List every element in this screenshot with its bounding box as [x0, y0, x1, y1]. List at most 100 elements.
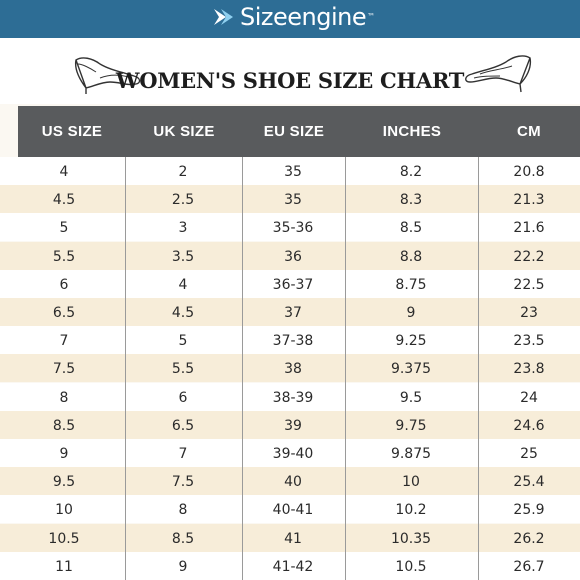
cell-inches: 10.35 [390, 530, 432, 547]
cell-cm: 22.2 [513, 248, 545, 265]
cell-us-size: 7.5 [52, 361, 76, 378]
cell-eu-size: 41 [284, 530, 302, 547]
cell-cm: 21.3 [513, 192, 545, 209]
cell-uk-size: 6 [178, 389, 188, 406]
cell-cm: 26.2 [513, 530, 545, 547]
cell-us-size: 8 [59, 389, 69, 406]
cell-us-size: 5 [59, 220, 69, 237]
cell-eu-size: 38 [284, 361, 302, 378]
title-area: WOMEN'S SHOE SIZE CHART [0, 38, 580, 104]
column-header-inches: INCHES [382, 123, 442, 140]
cell-eu-size: 35 [284, 164, 302, 180]
table-row: 8.5 6.5 39 9.75 24.6 [0, 410, 580, 439]
cell-inches: 8.8 [399, 248, 423, 265]
cell-eu-size: 36-37 [272, 276, 314, 293]
column-header-cm: CM [517, 123, 541, 140]
table-row: 7.5 5.5 38 9.375 23.8 [0, 354, 580, 383]
cell-us-size: 6 [59, 276, 69, 293]
column-header-uk-size: UK SIZE [153, 123, 215, 140]
column-divider [478, 157, 479, 580]
cell-cm: 23 [520, 305, 538, 321]
cell-eu-size: 38-39 [272, 389, 314, 406]
cell-eu-size: 41-42 [272, 558, 314, 575]
cell-us-size: 9 [59, 446, 69, 462]
cell-cm: 21.6 [513, 220, 545, 237]
cell-inches: 8.75 [395, 276, 427, 293]
brand-name: Sizeengine [240, 3, 367, 31]
sizeengine-arrow-icon [214, 9, 233, 25]
table-row: 8 6 38-39 9.5 24 [0, 382, 580, 411]
high-heel-shoe-icon [465, 55, 532, 93]
cell-us-size: 6.5 [52, 305, 76, 321]
cell-cm: 26.7 [513, 558, 545, 575]
cell-cm: 25.9 [513, 502, 545, 519]
cell-cm: 23.5 [513, 333, 545, 350]
cell-us-size: 4 [59, 164, 69, 180]
cell-cm: 24.6 [513, 417, 545, 434]
cell-uk-size: 6.5 [171, 417, 195, 434]
table-row: 10 8 40-41 10.2 25.9 [0, 495, 580, 524]
cell-eu-size: 40-41 [272, 502, 314, 519]
cell-uk-size: 2 [178, 164, 188, 180]
table-row: 6 4 36-37 8.75 22.5 [0, 269, 580, 298]
cell-cm: 25.4 [513, 474, 545, 491]
column-divider [125, 157, 126, 580]
table-row: 5.5 3.5 36 8.8 22.2 [0, 241, 580, 270]
cell-us-size: 11 [55, 558, 73, 575]
size-table: US SIZE UK SIZE EU SIZE INCHES CM 4 2 35 8.… [0, 104, 580, 580]
cell-eu-size: 39-40 [272, 446, 314, 462]
cell-eu-size: 37-38 [272, 333, 314, 350]
table-row: 9.5 7.5 40 10 25.4 [0, 467, 580, 496]
cell-eu-size: 35 [284, 192, 302, 209]
cell-uk-size: 4 [178, 276, 188, 293]
cell-uk-size: 8 [178, 502, 188, 519]
cell-eu-size: 35-36 [272, 220, 314, 237]
cell-uk-size: 5.5 [171, 361, 195, 378]
cell-eu-size: 36 [284, 248, 302, 265]
cell-us-size: 10 [55, 502, 73, 519]
cell-inches: 9 [406, 305, 416, 321]
cell-inches: 9.25 [395, 333, 427, 350]
table-row: 11 9 41-42 10.5 26.7 [0, 551, 580, 580]
table-row: 4 2 35 8.2 20.8 [0, 157, 580, 185]
column-divider [345, 157, 346, 580]
cell-us-size: 10.5 [48, 530, 80, 547]
table-row: 5 3 35-36 8.5 21.6 [0, 213, 580, 242]
cell-inches: 9.375 [390, 361, 432, 378]
cell-inches: 10.2 [395, 502, 427, 519]
cell-uk-size: 8.5 [171, 530, 195, 547]
table-row: 10.5 8.5 41 10.35 26.2 [0, 523, 580, 552]
cell-inches: 8.2 [399, 164, 423, 180]
cell-inches: 8.3 [399, 192, 423, 209]
cell-uk-size: 7 [178, 446, 188, 462]
cell-uk-size: 3.5 [171, 248, 195, 265]
cell-eu-size: 37 [284, 305, 302, 321]
high-heel-shoe-icon [74, 57, 141, 94]
cell-eu-size: 40 [284, 474, 302, 491]
cell-us-size: 5.5 [52, 248, 76, 265]
cell-uk-size: 2.5 [171, 192, 195, 209]
cell-eu-size: 39 [284, 417, 302, 434]
cell-cm: 23.8 [513, 361, 545, 378]
cell-uk-size: 9 [178, 558, 188, 575]
cell-inches: 9.5 [399, 389, 423, 406]
cell-cm: 22.5 [513, 276, 545, 293]
cell-uk-size: 5 [178, 333, 188, 350]
brand-bar: Sizeengine ™ [0, 0, 580, 38]
brand-logo: Sizeengine ™ [210, 3, 375, 31]
table-row: 4.5 2.5 35 8.3 21.3 [0, 185, 580, 214]
cell-inches: 9.75 [395, 417, 427, 434]
cell-uk-size: 7.5 [171, 474, 195, 491]
cell-inches: 8.5 [399, 220, 423, 237]
cell-inches: 10.5 [395, 558, 427, 575]
cell-us-size: 9.5 [52, 474, 76, 491]
cell-inches: 10 [402, 474, 420, 491]
column-header-us-size: US SIZE [41, 123, 103, 140]
cell-inches: 9.875 [390, 446, 432, 462]
table-row: 7 5 37-38 9.25 23.5 [0, 326, 580, 355]
cell-cm: 24 [520, 389, 538, 406]
cell-us-size: 4.5 [52, 192, 76, 209]
column-divider [242, 157, 243, 580]
table-row: 6.5 4.5 37 9 23 [0, 298, 580, 326]
